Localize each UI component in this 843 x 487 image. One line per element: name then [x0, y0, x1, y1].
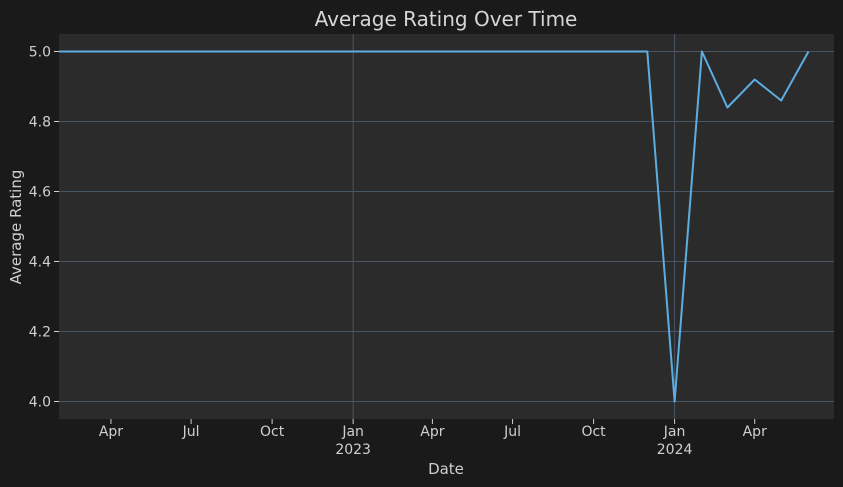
x-tick-label: Apr — [420, 424, 444, 440]
x-tick-label: Jan — [663, 424, 686, 440]
x-axis-title: Date — [428, 460, 464, 478]
x-tick-label: Oct — [581, 424, 606, 440]
x-tick-label: Jul — [182, 424, 200, 440]
y-axis-ticks: 4.0 4.2 4.4 4.6 4.8 5.0 — [29, 45, 59, 411]
y-tick-label: 4.0 — [29, 395, 51, 411]
y-tick-label: 4.4 — [29, 255, 51, 271]
series-lines — [59, 50, 810, 403]
x-tick-year-label: 2024 — [657, 442, 693, 458]
x-tick-label: Jul — [503, 424, 521, 440]
x-tick-label: Apr — [743, 424, 767, 440]
x-tick-label: Oct — [260, 424, 285, 440]
plot-area — [59, 34, 834, 419]
y-tick-label: 5.0 — [29, 45, 51, 61]
x-tick-label: Jan — [341, 424, 364, 440]
x-axis-ticks: Apr Jul Oct Jan 2023 Apr Jul Oct Jan 2024 Apr — [99, 419, 767, 458]
chart-title: Average Rating Over Time — [315, 7, 578, 31]
y-tick-label: 4.6 — [29, 185, 51, 201]
x-tick-year-label: 2023 — [335, 442, 371, 458]
y-axis-title: Average Rating — [7, 170, 25, 285]
x-tick-label: Apr — [99, 424, 123, 440]
y-tick-label: 4.8 — [29, 115, 51, 131]
y-tick-label: 4.2 — [29, 325, 51, 341]
series-line — [59, 50, 810, 403]
